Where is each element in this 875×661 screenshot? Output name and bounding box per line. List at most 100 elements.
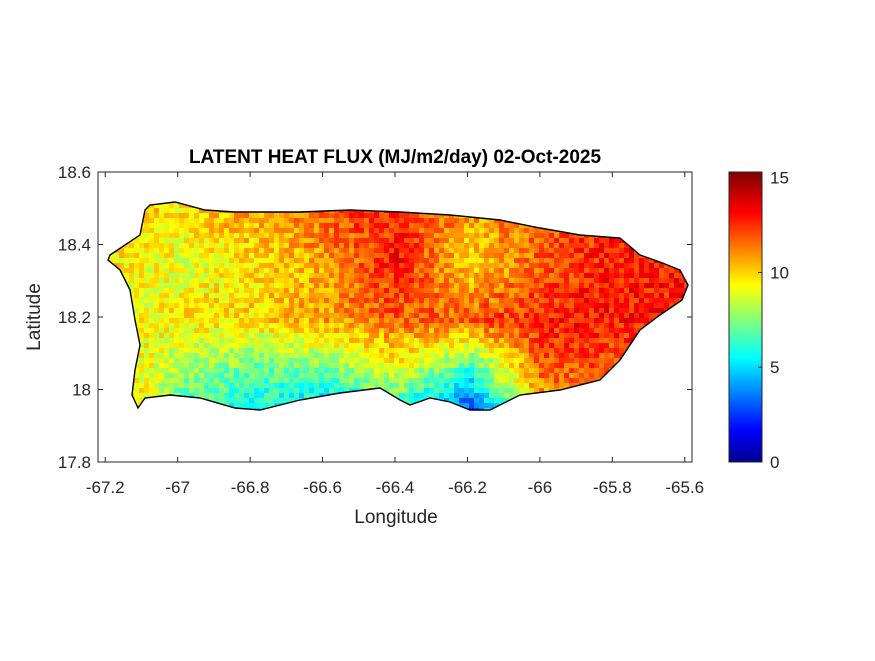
heat-cell	[409, 318, 414, 323]
heat-cell	[454, 208, 459, 213]
heat-cell	[574, 218, 579, 223]
heat-cell	[439, 243, 444, 248]
heat-cell	[504, 403, 509, 408]
heat-cell	[134, 223, 139, 228]
heat-cell	[229, 333, 234, 338]
heat-cell	[679, 393, 684, 398]
heat-cell	[569, 333, 574, 338]
heat-cell	[414, 303, 419, 308]
heat-cell	[564, 238, 569, 243]
heat-cell	[464, 403, 469, 408]
heat-cell	[669, 218, 674, 223]
heat-cell	[574, 243, 579, 248]
heat-cell	[509, 208, 514, 213]
heat-cell	[364, 233, 369, 238]
heat-cell	[674, 388, 679, 393]
heat-cell	[589, 318, 594, 323]
heat-cell	[624, 223, 629, 228]
heat-cell	[369, 298, 374, 303]
heat-cell	[609, 268, 614, 273]
heat-cell	[204, 298, 209, 303]
heat-cell	[579, 228, 584, 233]
heat-cell	[589, 213, 594, 218]
heat-cell	[534, 363, 539, 368]
heat-cell	[674, 283, 679, 288]
heat-cell	[224, 253, 229, 258]
heat-cell	[264, 358, 269, 363]
heat-cell	[244, 268, 249, 273]
heat-cell	[179, 228, 184, 233]
heat-cell	[649, 248, 654, 253]
heat-cell	[599, 228, 604, 233]
heat-cell	[444, 218, 449, 223]
heat-cell	[274, 343, 279, 348]
heat-cell	[579, 208, 584, 213]
heat-cell	[119, 238, 124, 243]
heat-cell	[684, 328, 688, 333]
heat-cell	[514, 333, 519, 338]
heat-cell	[539, 328, 544, 333]
heat-cell	[489, 283, 494, 288]
heat-cell	[549, 398, 554, 403]
heat-cell	[214, 333, 219, 338]
heat-cell	[374, 202, 379, 203]
heat-cell	[644, 403, 649, 408]
heat-cell	[554, 303, 559, 308]
heat-cell	[379, 223, 384, 228]
heat-cell	[344, 268, 349, 273]
heat-cell	[369, 313, 374, 318]
heat-cell	[419, 388, 424, 393]
heat-cell	[184, 248, 189, 253]
heat-cell	[474, 223, 479, 228]
heat-cell	[234, 253, 239, 258]
heat-cell	[274, 383, 279, 388]
heat-cell	[409, 333, 414, 338]
heat-cell	[269, 202, 274, 203]
heat-cell	[594, 313, 599, 318]
heat-cell	[324, 378, 329, 383]
heat-cell	[359, 383, 364, 388]
heat-cell	[244, 243, 249, 248]
heat-cell	[199, 378, 204, 383]
heat-cell	[529, 253, 534, 258]
heat-cell	[674, 403, 679, 408]
heat-cell	[254, 243, 259, 248]
heat-cell	[229, 338, 234, 343]
heat-cell	[149, 403, 154, 408]
heat-cell	[614, 313, 619, 318]
heat-cell	[124, 288, 129, 293]
heat-cell	[449, 202, 454, 203]
heat-cell	[684, 378, 688, 383]
heat-cell	[554, 313, 559, 318]
heat-cell	[479, 258, 484, 263]
heat-cell	[204, 303, 209, 308]
heat-cell	[654, 228, 659, 233]
heat-cell	[549, 202, 554, 203]
heat-cell	[344, 238, 349, 243]
heat-cell	[634, 208, 639, 213]
heat-cell	[399, 338, 404, 343]
heat-cell	[619, 223, 624, 228]
heat-cell	[544, 388, 549, 393]
heat-cell	[604, 403, 609, 408]
heat-cell	[114, 228, 119, 233]
heat-cell	[209, 213, 214, 218]
heat-cell	[244, 313, 249, 318]
heat-cell	[234, 383, 239, 388]
heat-cell	[374, 218, 379, 223]
heat-cell	[159, 323, 164, 328]
heat-cell	[114, 203, 119, 208]
heat-cell	[489, 373, 494, 378]
heat-cell	[444, 258, 449, 263]
heat-cell	[249, 258, 254, 263]
heat-cell	[229, 268, 234, 273]
heat-cell	[349, 378, 354, 383]
heat-cell	[204, 248, 209, 253]
heat-cell	[379, 263, 384, 268]
heat-cell	[374, 293, 379, 298]
heat-cell	[344, 383, 349, 388]
heat-cell	[544, 383, 549, 388]
heat-cell	[459, 348, 464, 353]
heat-cell	[194, 378, 199, 383]
heat-cell	[399, 223, 404, 228]
